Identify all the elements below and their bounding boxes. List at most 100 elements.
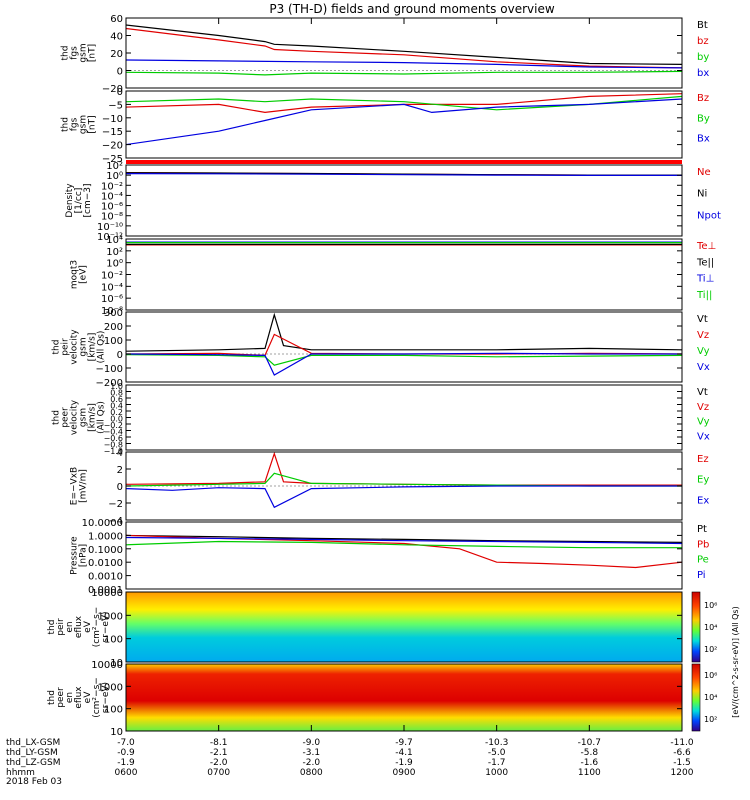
panel-frame [125,164,683,237]
colorbar-tick: 10² [704,645,717,654]
panel-peir_spectrogram: thd peir en eflux eV (cm²−s− sr−eV) [47,591,683,663]
y-tick-label: 10⁴ [106,235,123,246]
y-axis-label: moqt3 [eV] [70,260,89,289]
legend-Vt: Vt [697,314,708,325]
y-tick-label: 40 [110,32,123,43]
y-tick-label: 1000 [98,682,123,693]
legend-Ti⊥: Ti⊥ [696,274,714,285]
y-axis-label-line: (All Qs) [97,401,107,434]
y-tick-label: −10 [102,114,123,125]
x-row-value: -10.3 [485,738,508,748]
legend-Ni: Ni [697,189,707,200]
panel-frame [125,521,683,590]
y-axis-label-line: velocity [70,329,80,365]
legend-Npot: Npot [697,210,721,221]
y-tick-label: 0.0 [110,415,123,424]
y-axis-label-line: peir [61,338,71,356]
panel-fgs_sm: thd fgs gsm [nT] [61,90,683,159]
y-axis-label-line: thd [61,46,71,61]
legend-By: By [697,113,710,124]
colorbar-tick: 10⁶ [704,671,717,680]
y-tick-label: 0 [117,67,123,78]
series-fgs_mag-by [125,70,683,76]
panel-peer_spectrogram: thd peer en eflux eV (cm²−s− sr−eV) [47,663,683,732]
y-tick-label: 4 [117,448,123,459]
y-tick-label: 300 [104,308,123,319]
y-axis-label-line: E=−VxB [70,467,80,505]
x-row-value: -1.5 [673,758,691,768]
legend-Te||: Te|| [696,257,714,268]
y-tick-label: 0 [117,482,123,493]
legend-bx: bx [697,68,709,79]
series-fgs_mag-bx [125,59,683,69]
y-tick-label: 100 [104,705,123,716]
y-axis-label-line: eV [83,691,93,704]
y-tick-label: 0 [117,350,123,361]
y-axis-label-line: thd [47,690,57,705]
spectrogram-peir_spectrogram [126,592,682,662]
panel-frame [125,591,683,663]
y-tick-label: 1.0 [110,382,123,391]
y-axis-label-line: [km/s] [88,403,98,432]
y-axis-label-line: eflux [74,615,84,638]
x-row-value: -3.1 [303,748,321,758]
y-tick-label: 1.0000 [88,531,123,542]
status-bar [126,160,682,164]
panel-temperature: moqt3 [eV] [70,238,683,311]
y-axis-label-line: eV [83,620,93,633]
y-tick-label: −100 [96,364,123,375]
y-axis-label: Density [1/cc] [cm−3] [65,183,93,218]
y-tick-label: 10⁰ [106,171,123,182]
y-axis-label: thd peir en eflux eV (cm²−s− sr−eV) [47,607,111,648]
y-axis-label-line: velocity [70,399,80,435]
x-row-value: -2.0 [303,758,321,768]
y-tick-label: 0.0001 [88,585,123,596]
x-row-value: 0700 [207,768,230,778]
series-peir_velocity-Vt [125,312,683,352]
x-row-value: -9.7 [395,738,413,748]
y-axis-label-line: thd [52,410,62,425]
series-fgs_sm-Bx [125,98,683,146]
panel-peer_velocity: thd peer velocity gsm [km/s] (All Qs) [52,384,683,451]
series-e_field-Ex [125,485,682,509]
legend-Vt: Vt [697,387,708,398]
y-axis-label-line: gsm [79,408,89,427]
y-axis-label-line: [cm−3] [83,183,93,217]
legend-bz: bz [697,36,709,47]
panel-density: Density [1/cc] [cm−3] [65,164,683,237]
spectrogram-peer_spectrogram [126,664,682,731]
series-fgs_mag-bz [125,27,683,69]
y-axis-label: thd peer en eflux eV (cm²−s− sr−eV) [47,677,111,718]
colorbar-tick: 10⁴ [704,693,717,702]
y-tick-label: 10⁰ [106,259,123,270]
y-tick-label: −0.4 [104,428,123,437]
y-tick-label: −0.6 [104,434,123,443]
x-row-value: -2.1 [210,748,228,758]
y-axis-label-line: sr−eV) [101,611,111,642]
y-axis-label-line: [eV] [79,265,89,284]
legend-Pi: Pi [697,570,706,581]
x-row-value: -7.0 [117,738,135,748]
y-tick-label: −4 [108,516,123,527]
y-tick-label: 10⁻⁶ [101,202,123,213]
colorbar-label-group: [eV/(cm^2-s-sr-eV)] (All Qs) [731,606,740,717]
x-row-value: -9.0 [303,738,321,748]
y-tick-label: 0.8 [110,389,123,398]
y-tick-label: −20 [102,84,123,95]
y-tick-label: 10000 [91,660,123,671]
panel-frame [125,90,683,159]
y-axis-label-line: fgs [70,117,80,131]
series-density-Npot [125,173,682,176]
y-axis-label-line: [mV/m] [79,469,89,503]
y-tick-label: 10⁻² [101,271,123,282]
series-e_field-Ez [125,451,682,486]
y-tick-label: 0.4 [110,402,123,411]
panel-frame [125,17,683,89]
y-tick-label: −2 [108,499,123,510]
y-tick-label: 60 [110,14,123,25]
y-axis-label: E=−VxB [mV/m] [70,467,89,505]
colorbar-tick: 10⁴ [704,623,717,632]
series-peir_velocity-Vy [125,354,683,366]
y-tick-label: 10⁻⁶ [101,294,123,305]
panel-peir_velocity: thd peir velocity gsm [km/s] (All Qs) [52,311,683,383]
